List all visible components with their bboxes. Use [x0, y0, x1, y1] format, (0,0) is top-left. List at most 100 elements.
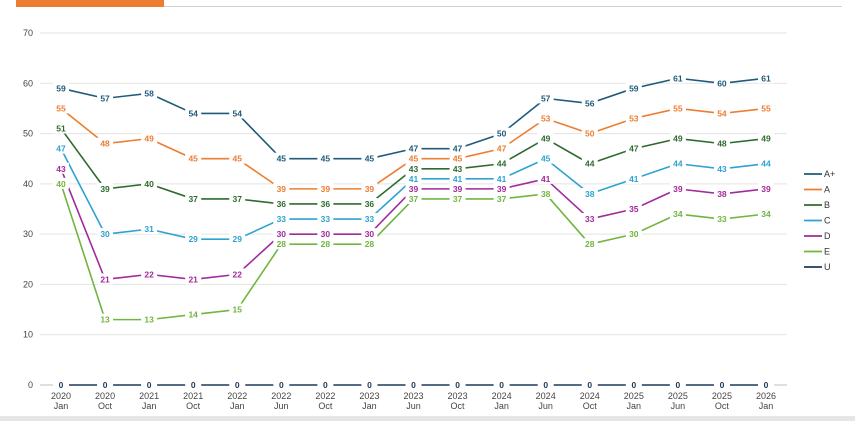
data-label-a-16: 55 [761, 103, 771, 113]
data-label-a-2: 49 [144, 134, 154, 144]
data-label-d-16: 39 [761, 184, 771, 194]
x-tick-month-5: Jun [274, 401, 289, 411]
data-label-a-0: 55 [56, 103, 66, 113]
data-label-bg-a-0 [53, 102, 69, 114]
data-label-a-6: 39 [321, 184, 331, 194]
x-tick-month-9: Oct [451, 401, 466, 411]
data-label-bg-b-12 [581, 157, 598, 169]
data-label-bg-d-3 [185, 273, 202, 285]
data-label-a-plus-9: 47 [453, 144, 463, 154]
data-label-b-14: 49 [673, 134, 683, 144]
data-label-e-10: 37 [497, 194, 507, 204]
data-label-bg-a-plus-7 [361, 152, 378, 164]
data-label-bg-u-12 [581, 379, 598, 390]
data-label-a-plus-1: 57 [100, 93, 110, 103]
data-label-bg-c-0 [53, 142, 69, 154]
data-label-bg-a-8 [405, 152, 422, 164]
data-label-b-3: 37 [188, 194, 198, 204]
data-label-c-15: 43 [717, 164, 727, 174]
data-label-c-0: 47 [56, 144, 66, 154]
data-label-bg-u-7 [361, 379, 378, 390]
data-label-b-16: 49 [761, 134, 771, 144]
data-label-a-plus-15: 60 [717, 78, 727, 88]
data-label-bg-u-4 [229, 379, 246, 390]
data-label-bg-a-plus-4 [229, 107, 246, 119]
data-label-bg-a-3 [185, 152, 202, 164]
data-label-bg-a-15 [713, 107, 730, 119]
data-label-bg-d-11 [537, 172, 554, 184]
legend-label-c: C [824, 216, 831, 226]
data-label-bg-u-16 [758, 379, 774, 390]
data-label-bg-u-9 [449, 379, 466, 390]
x-tick-year-4: 2022 [227, 391, 247, 401]
data-label-bg-c-12 [581, 187, 598, 199]
data-label-b-10: 44 [497, 159, 507, 169]
data-label-a-8: 45 [409, 154, 419, 164]
data-label-a-plus-7: 45 [365, 154, 375, 164]
data-label-d-6: 30 [321, 229, 331, 239]
y-tick-label-10: 10 [23, 330, 33, 340]
data-label-bg-u-8 [405, 379, 422, 390]
data-label-e-7: 28 [365, 239, 375, 249]
data-label-d-12: 33 [585, 214, 595, 224]
legend-label-a-plus: A+ [824, 169, 835, 179]
legend-label-a: A [824, 185, 830, 195]
data-label-a-plus-2: 58 [144, 88, 154, 98]
data-label-bg-e-8 [405, 192, 422, 204]
data-label-bg-u-2 [141, 379, 158, 390]
data-label-bg-a-plus-12 [581, 97, 598, 109]
data-label-bg-c-8 [405, 172, 422, 184]
data-label-bg-u-5 [273, 379, 290, 390]
x-tick-month-15: Oct [715, 401, 730, 411]
data-label-bg-c-11 [537, 152, 554, 164]
x-tick-year-11: 2024 [536, 391, 556, 401]
data-label-a-plus-4: 54 [233, 108, 243, 118]
data-label-u-16: 0 [764, 380, 769, 390]
data-label-bg-a-plus-16 [758, 72, 774, 84]
data-label-bg-e-12 [581, 238, 598, 250]
data-label-a-plus-5: 45 [277, 154, 287, 164]
data-label-bg-d-1 [97, 273, 114, 285]
data-label-bg-a-13 [625, 112, 642, 124]
data-label-b-8: 43 [409, 164, 419, 174]
data-label-u-2: 0 [147, 380, 152, 390]
data-label-bg-u-3 [185, 379, 202, 390]
y-tick-label-50: 50 [23, 129, 33, 139]
data-label-b-9: 43 [453, 164, 463, 174]
data-label-bg-a-5 [273, 182, 290, 194]
data-label-c-4: 29 [233, 234, 243, 244]
data-label-d-9: 39 [453, 184, 463, 194]
data-label-d-8: 39 [409, 184, 419, 194]
data-label-u-11: 0 [543, 380, 548, 390]
data-label-u-13: 0 [631, 380, 636, 390]
data-label-a-plus-11: 57 [541, 93, 551, 103]
data-label-e-3: 14 [188, 310, 198, 320]
data-label-bg-c-9 [449, 172, 466, 184]
data-label-bg-u-15 [713, 379, 730, 390]
y-axis-ticks: 0 10 20 30 40 50 60 70 [23, 28, 33, 390]
data-label-e-9: 37 [453, 194, 463, 204]
data-label-u-7: 0 [367, 380, 372, 390]
data-label-bg-e-14 [669, 208, 686, 220]
data-label-d-0: 43 [56, 164, 66, 174]
data-label-bg-e-15 [713, 213, 730, 225]
data-label-u-8: 0 [411, 380, 416, 390]
data-label-bg-c-2 [141, 223, 158, 235]
x-tick-year-16: 2026 [756, 391, 776, 401]
series-lines [60, 77, 767, 386]
data-label-bg-a-2 [141, 132, 158, 144]
header-accent-bar [16, 0, 164, 7]
data-label-bg-c-13 [625, 172, 642, 184]
data-label-a-plus-3: 54 [188, 108, 198, 118]
data-label-a-12: 50 [585, 129, 595, 139]
data-label-bg-u-1 [97, 379, 114, 390]
data-label-e-4: 15 [233, 305, 243, 315]
data-label-bg-u-11 [537, 379, 554, 390]
data-label-bg-e-2 [141, 313, 158, 325]
data-label-bg-c-3 [185, 233, 202, 245]
data-label-bg-d-13 [625, 203, 642, 214]
data-label-a-plus-6: 45 [321, 154, 331, 164]
data-label-bg-d-5 [273, 228, 290, 240]
data-label-bg-e-13 [625, 228, 642, 240]
